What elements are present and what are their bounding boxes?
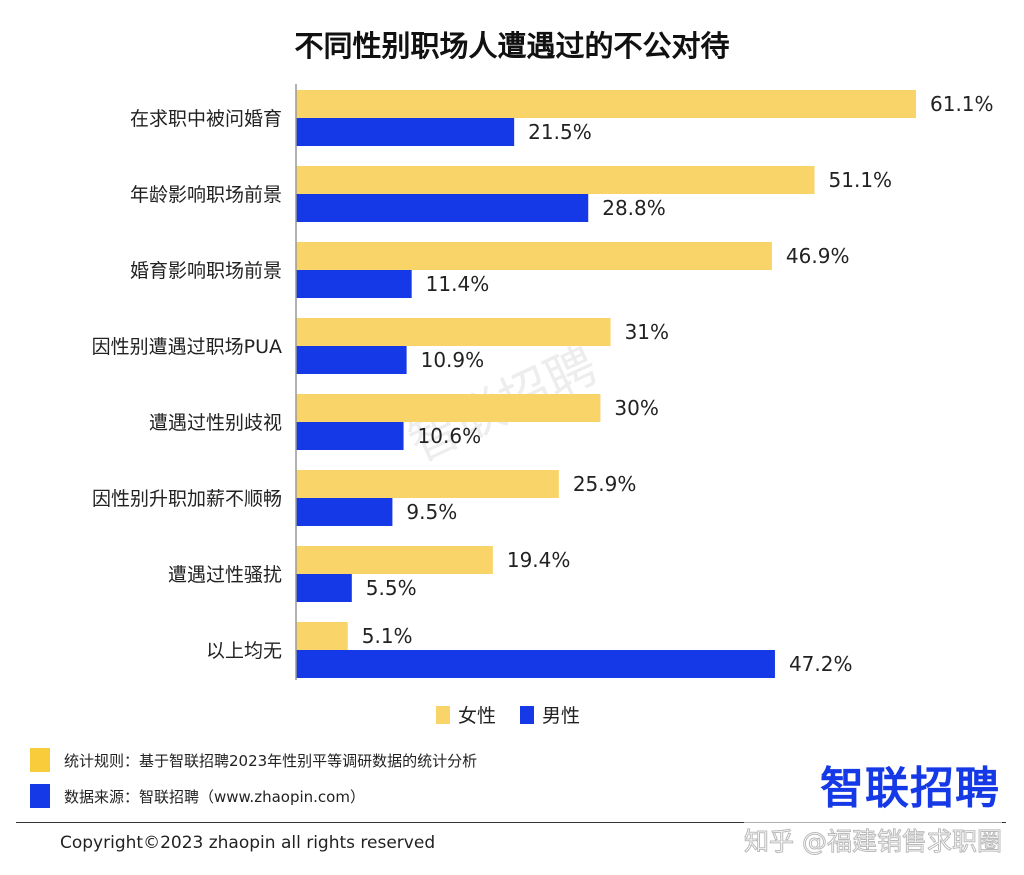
bar-female	[296, 318, 611, 346]
bar-male	[296, 194, 589, 222]
bar-male	[296, 650, 775, 678]
bar-female	[296, 242, 772, 270]
rule-swatch	[30, 748, 50, 772]
data-label: 30%	[614, 396, 658, 420]
category-label: 遭遇过性别歧视	[149, 412, 282, 434]
chart-title: 不同性别职场人遭遇过的不公对待	[294, 29, 729, 63]
data-label: 9.5%	[406, 500, 457, 524]
source-swatch	[30, 784, 50, 808]
bar-male	[296, 574, 352, 602]
data-label: 10.9%	[421, 348, 485, 372]
legend-swatch-female	[436, 706, 450, 724]
data-label: 5.5%	[366, 576, 417, 600]
bar-male	[296, 270, 412, 298]
category-label: 年龄影响职场前景	[130, 184, 282, 206]
data-label: 47.2%	[789, 652, 853, 676]
footer-rule: 统计规则：基于智联招聘2023年性别平等调研数据的统计分析	[30, 748, 477, 772]
bar-female	[296, 546, 493, 574]
zhihu-watermark: 知乎 @福建销售求职圈	[744, 822, 1002, 858]
data-label: 31%	[625, 320, 669, 344]
data-label: 51.1%	[829, 168, 893, 192]
bar-female	[296, 90, 916, 118]
category-label: 婚育影响职场前景	[130, 260, 282, 282]
bar-chart: 不同性别职场人遭遇过的不公对待 智联招聘 在求职中被问婚育61.1%21.5%年…	[92, 29, 994, 727]
data-label: 11.4%	[426, 272, 490, 296]
data-label: 46.9%	[786, 244, 850, 268]
source-text: 数据来源：智联招聘（www.zhaopin.com）	[64, 787, 365, 806]
legend: 女性 男性	[436, 705, 580, 727]
category-label: 因性别遭遇过职场PUA	[92, 336, 282, 358]
bar-female	[296, 394, 601, 422]
zhaopin-logo: 智联招聘	[820, 763, 1000, 814]
bar-male	[296, 346, 407, 374]
category-label: 遭遇过性骚扰	[168, 564, 282, 586]
data-label: 10.6%	[418, 424, 482, 448]
data-label: 5.1%	[362, 624, 413, 648]
data-label: 25.9%	[573, 472, 637, 496]
category-label: 因性别升职加薪不顺畅	[92, 488, 282, 510]
legend-label-female: 女性	[458, 705, 496, 727]
bar-male	[296, 422, 404, 450]
footer-source: 数据来源：智联招聘（www.zhaopin.com）	[30, 784, 365, 808]
bar-male	[296, 118, 515, 146]
rule-text: 统计规则：基于智联招聘2023年性别平等调研数据的统计分析	[64, 751, 478, 770]
bar-female	[296, 166, 815, 194]
copyright: Copyright©2023 zhaopin all rights reserv…	[60, 833, 436, 853]
data-label: 28.8%	[602, 196, 666, 220]
data-label: 19.4%	[507, 548, 571, 572]
bar-female	[296, 470, 559, 498]
data-label: 21.5%	[528, 120, 592, 144]
divider	[16, 822, 1006, 823]
bar-male	[296, 498, 393, 526]
bar-female	[296, 622, 348, 650]
data-label: 61.1%	[930, 92, 994, 116]
legend-label-male: 男性	[542, 705, 580, 727]
category-label: 以上均无	[206, 640, 282, 662]
category-label: 在求职中被问婚育	[130, 108, 282, 130]
legend-swatch-male	[520, 706, 534, 724]
